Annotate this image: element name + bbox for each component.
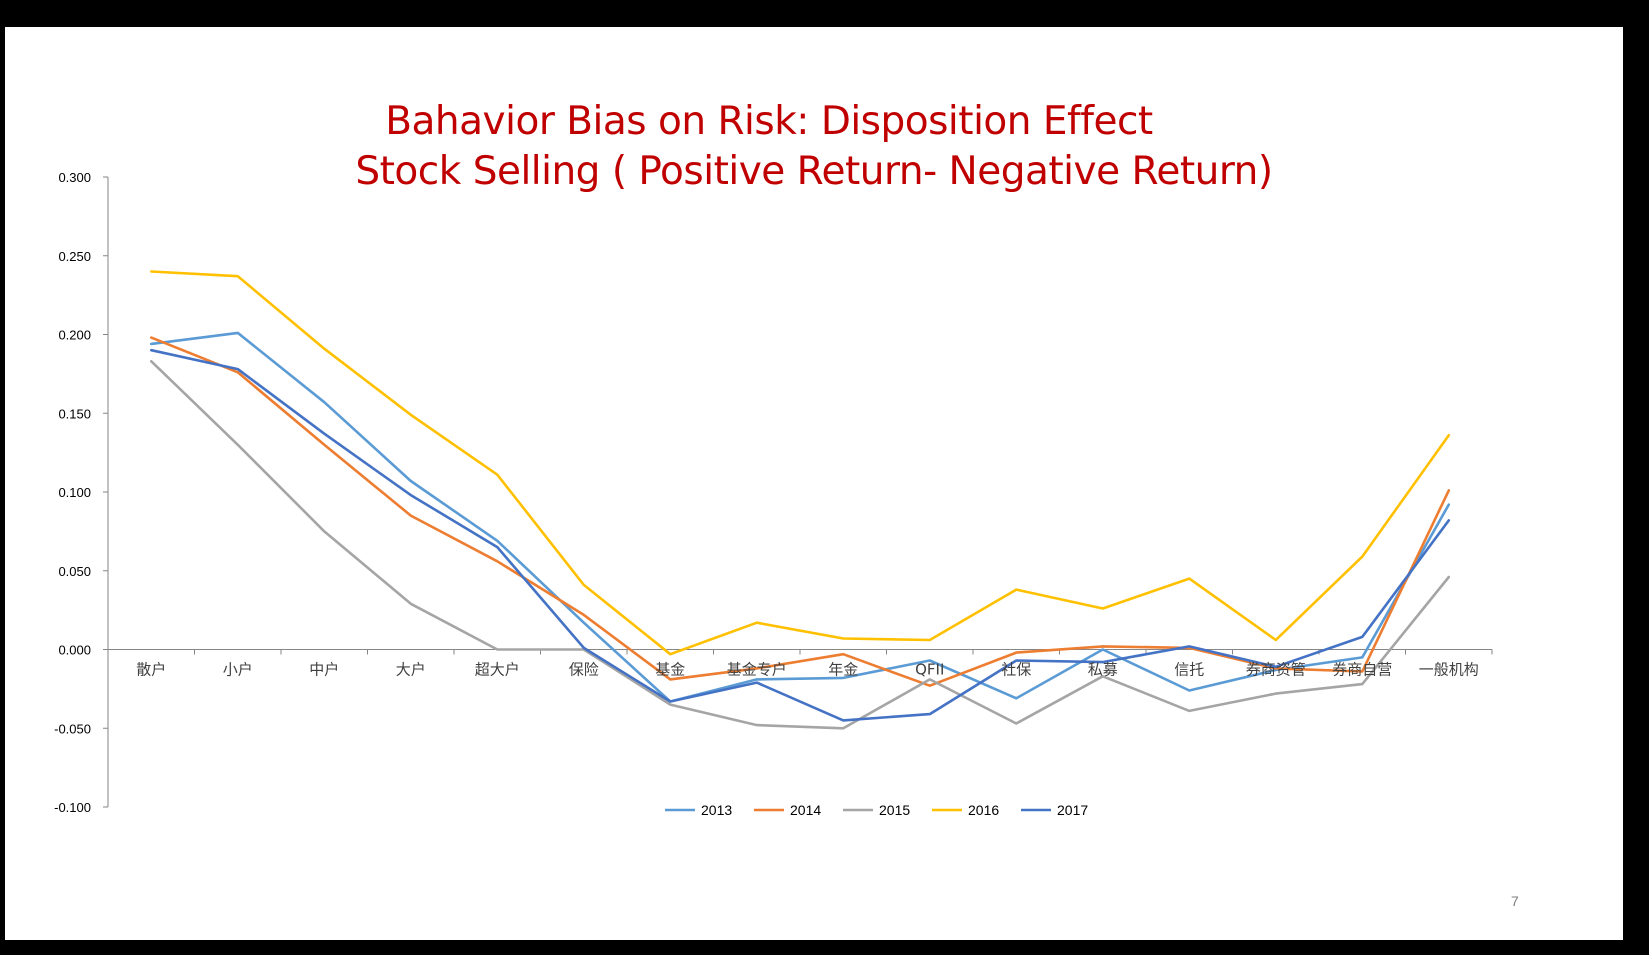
y-tick-label: 0.000 <box>58 643 91 658</box>
x-category-label: 散户 <box>136 661 166 679</box>
x-category-label: 社保 <box>1001 661 1031 679</box>
y-tick-label: 0.150 <box>58 406 91 421</box>
legend-label-2015: 2015 <box>879 802 910 818</box>
legend-label-2014: 2014 <box>790 802 821 818</box>
x-category-label: 小户 <box>223 661 253 679</box>
x-category-label: 超大户 <box>475 661 520 679</box>
x-category-label: QFII <box>915 661 944 679</box>
y-tick-label: -0.100 <box>54 800 91 815</box>
legend-label-2013: 2013 <box>701 802 732 818</box>
y-tick-label: -0.050 <box>54 721 91 736</box>
title-line-2: Stock Selling ( Positive Return- Negativ… <box>355 149 1273 194</box>
y-tick-label: 0.200 <box>58 328 91 343</box>
x-category-label: 信托 <box>1174 661 1204 679</box>
y-axis-tick-labels: 0.300 0.250 0.200 0.150 0.100 0.050 0.000 -0.05… <box>54 170 91 815</box>
y-tick-label: 0.100 <box>58 485 91 500</box>
x-category-label: 基金专户 <box>727 661 787 679</box>
x-category-label: 基金 <box>655 661 685 679</box>
series-line-2014 <box>150 336 1451 688</box>
x-category-label: 券商自营 <box>1332 661 1392 679</box>
x-axis-category-labels: 散户 小户 中户 大户 超大户 保险 基金 基金专户 年金 QFII 社保 私募 信托 券商资管 券商自营 一… <box>136 661 1479 679</box>
x-category-label: 私募 <box>1088 661 1118 679</box>
x-category-label: 中户 <box>309 661 339 679</box>
series-line-2016 <box>150 270 1451 656</box>
x-category-label: 年金 <box>828 661 858 679</box>
x-category-label: 保险 <box>569 661 599 679</box>
y-tick-label: 0.300 <box>58 170 91 185</box>
series-line-2013 <box>150 331 1451 703</box>
x-category-label: 券商资管 <box>1246 661 1306 679</box>
page-number: 7 <box>1511 893 1519 909</box>
legend: 2013 2014 2015 2016 2017 <box>665 802 1088 818</box>
line-chart: 0.300 0.250 0.200 0.150 0.100 0.050 0.000 -0.05… <box>54 170 1493 818</box>
slide-title: Bahavior Bias on Risk: Disposition Effec… <box>5 97 1623 197</box>
series-line-2015 <box>150 359 1451 730</box>
x-category-label: 一般机构 <box>1419 661 1479 679</box>
series-line-2017 <box>150 348 1451 722</box>
legend-label-2017: 2017 <box>1057 802 1088 818</box>
y-tick-label: 0.050 <box>58 564 91 579</box>
chart-axes <box>103 176 1493 808</box>
title-line-1: Bahavior Bias on Risk: Disposition Effec… <box>385 99 1153 144</box>
x-category-label: 大户 <box>396 661 426 679</box>
slide: Bahavior Bias on Risk: Disposition Effec… <box>5 27 1623 940</box>
series-lines <box>150 270 1451 730</box>
legend-label-2016: 2016 <box>968 802 999 818</box>
y-tick-label: 0.250 <box>58 249 91 264</box>
